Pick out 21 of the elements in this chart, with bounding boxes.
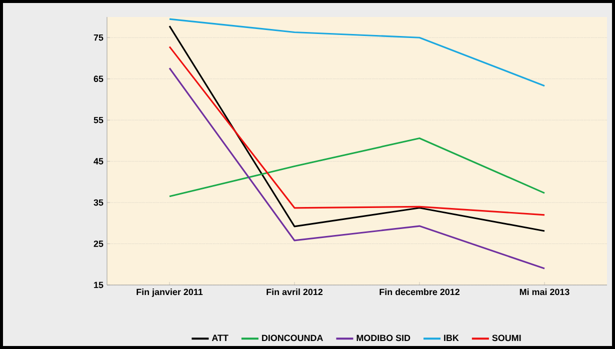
x-tick-label: Fin decembre 2012: [380, 288, 460, 296]
x-tick-label: Mi mai 2013: [520, 288, 570, 296]
line-series: [168, 25, 546, 232]
y-tick-label: 45: [94, 158, 104, 164]
y-tick-label: 55: [94, 116, 104, 124]
y-tick-label: 65: [94, 76, 104, 82]
legend-label: IBK: [444, 334, 459, 341]
y-tick-label: 25: [94, 240, 104, 247]
y-tick-label: 15: [94, 282, 104, 288]
legend-label: DIONCOUNDA: [262, 334, 323, 342]
legend-label: ATT: [212, 334, 228, 341]
x-tick-label: Fin avril 2012: [266, 288, 323, 296]
line-series: [168, 18, 546, 87]
legend-label: MODIBO SID: [356, 334, 410, 342]
line-series: [168, 46, 546, 216]
legend-label: SOUMI: [492, 334, 521, 342]
line-series: [168, 137, 546, 198]
y-tick-label: 35: [94, 199, 104, 206]
x-tick-label: Fin janvier 2011: [136, 288, 203, 297]
y-tick-label: 75: [94, 34, 104, 41]
line-series: [168, 67, 546, 270]
